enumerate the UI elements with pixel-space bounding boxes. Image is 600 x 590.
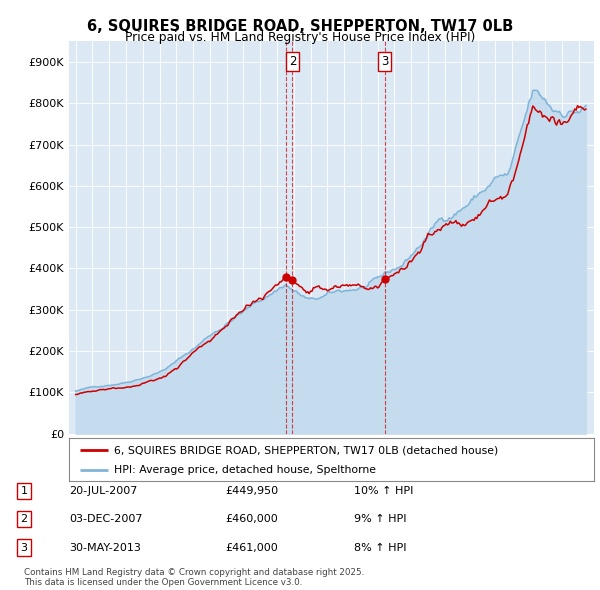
Text: 6, SQUIRES BRIDGE ROAD, SHEPPERTON, TW17 0LB (detached house): 6, SQUIRES BRIDGE ROAD, SHEPPERTON, TW17… — [113, 445, 498, 455]
Text: 3: 3 — [20, 543, 28, 552]
Text: 20-JUL-2007: 20-JUL-2007 — [69, 486, 137, 496]
Text: 3: 3 — [381, 55, 388, 68]
Text: 9% ↑ HPI: 9% ↑ HPI — [354, 514, 407, 524]
Text: 03-DEC-2007: 03-DEC-2007 — [69, 514, 143, 524]
Text: 10% ↑ HPI: 10% ↑ HPI — [354, 486, 413, 496]
Text: 6, SQUIRES BRIDGE ROAD, SHEPPERTON, TW17 0LB: 6, SQUIRES BRIDGE ROAD, SHEPPERTON, TW17… — [87, 19, 513, 34]
Text: £449,950: £449,950 — [225, 486, 278, 496]
Text: 30-MAY-2013: 30-MAY-2013 — [69, 543, 141, 552]
Text: 2: 2 — [289, 55, 296, 68]
Text: Contains HM Land Registry data © Crown copyright and database right 2025.
This d: Contains HM Land Registry data © Crown c… — [24, 568, 364, 587]
Text: 1: 1 — [20, 486, 28, 496]
Text: HPI: Average price, detached house, Spelthorne: HPI: Average price, detached house, Spel… — [113, 466, 376, 475]
Text: Price paid vs. HM Land Registry's House Price Index (HPI): Price paid vs. HM Land Registry's House … — [125, 31, 475, 44]
Text: 2: 2 — [20, 514, 28, 524]
Text: £461,000: £461,000 — [225, 543, 278, 552]
Text: 8% ↑ HPI: 8% ↑ HPI — [354, 543, 407, 552]
Text: £460,000: £460,000 — [225, 514, 278, 524]
